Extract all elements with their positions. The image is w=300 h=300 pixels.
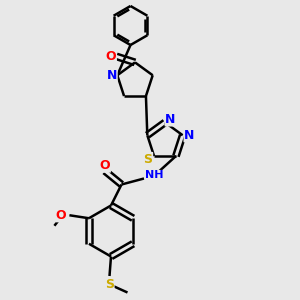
Text: N: N — [165, 113, 176, 126]
Text: O: O — [100, 159, 110, 172]
Text: S: S — [144, 152, 153, 166]
Text: NH: NH — [145, 170, 164, 181]
Text: O: O — [106, 50, 116, 63]
Text: O: O — [56, 209, 66, 222]
Text: S: S — [105, 278, 114, 291]
Text: N: N — [184, 129, 194, 142]
Text: N: N — [107, 69, 117, 82]
